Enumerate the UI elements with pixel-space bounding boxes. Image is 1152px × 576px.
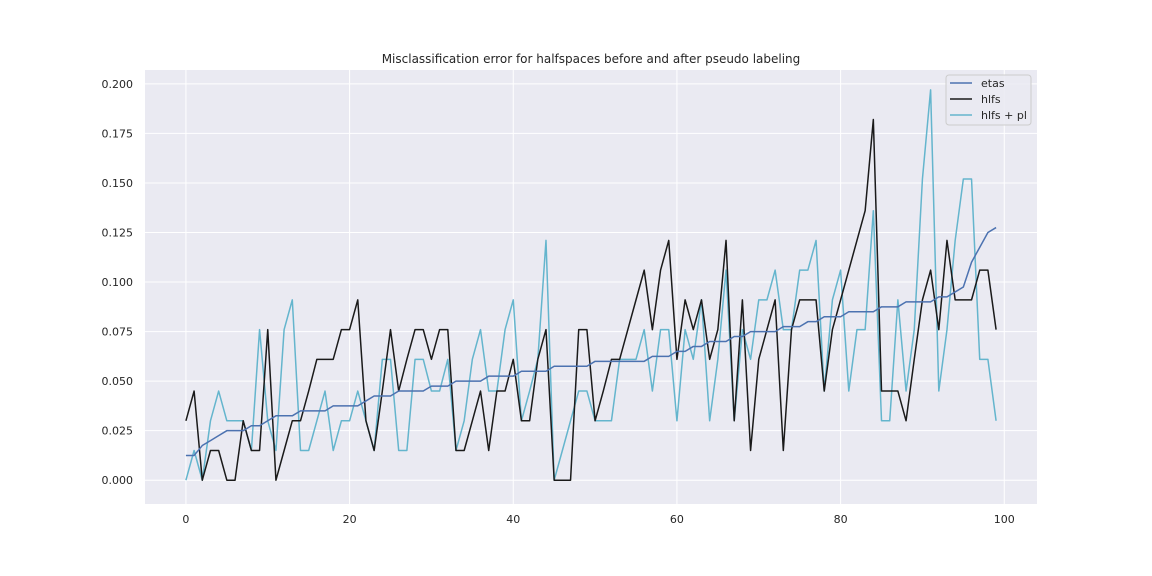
plot-background (145, 70, 1037, 504)
chart-title: Misclassification error for halfspaces b… (382, 52, 801, 66)
series-line-hlfs (185, 118, 997, 481)
legend-label: hlfs + pl (981, 109, 1027, 122)
x-tick-label: 100 (994, 513, 1015, 526)
series-line-hlfs-pl (185, 89, 997, 481)
y-tick-label: 0.050 (102, 375, 134, 388)
y-tick-label: 0.075 (102, 326, 134, 339)
x-axis-ticks: 0 20 40 60 80 100 (182, 513, 1014, 526)
y-tick-label: 0.100 (102, 276, 134, 289)
grid (145, 70, 1037, 504)
y-tick-label: 0.200 (102, 78, 134, 91)
series-lines (185, 89, 997, 481)
legend-label: hlfs (981, 93, 1001, 106)
y-tick-label: 0.000 (102, 474, 134, 487)
legend-label: etas (981, 77, 1005, 90)
legend: etas hlfs hlfs + pl (945, 74, 1032, 126)
y-tick-label: 0.125 (102, 227, 134, 240)
legend-box (945, 74, 1032, 126)
x-tick-label: 80 (834, 513, 848, 526)
y-tick-label: 0.025 (102, 425, 134, 438)
y-axis-ticks: 0.000 0.025 0.050 0.075 0.100 0.125 0.150 0.175… (102, 78, 134, 487)
x-tick-label: 60 (670, 513, 684, 526)
series-line-etas (185, 226, 997, 457)
x-tick-label: 20 (343, 513, 357, 526)
y-tick-label: 0.150 (102, 177, 134, 190)
y-tick-label: 0.175 (102, 127, 134, 140)
x-tick-label: 0 (182, 513, 189, 526)
x-tick-label: 40 (506, 513, 520, 526)
